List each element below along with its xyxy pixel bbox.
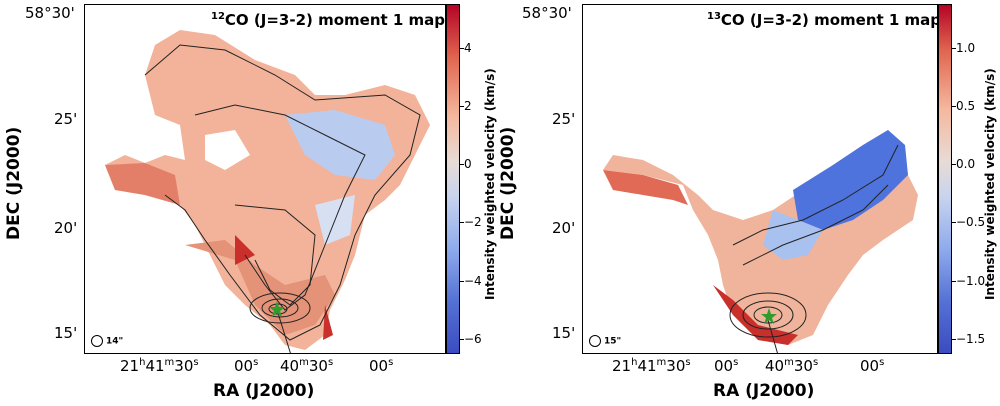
- left-moment-map: 14" 12CO (J=3-2) moment 1 map: [84, 4, 446, 354]
- left-xtick: 21h41m30s: [120, 357, 199, 375]
- right-source-star-icon: [761, 308, 777, 324]
- right-ytick: 15': [552, 324, 576, 342]
- right-cbar-tick: −1.0: [951, 274, 986, 288]
- left-cbar-tick: 4: [460, 41, 472, 55]
- left-xtick: 00s: [369, 357, 394, 375]
- left-cbar-tick: −6: [460, 332, 482, 346]
- right-map-title: 13CO (J=3-2) moment 1 map: [707, 11, 938, 29]
- right-y-axis-label: DEC (J2000): [498, 126, 518, 240]
- right-cbar-tick: 0.5: [951, 99, 976, 113]
- right-map-image: [603, 130, 918, 353]
- right-xtick: 00s: [860, 357, 885, 375]
- left-cbar-tick: −4: [460, 274, 482, 288]
- left-xtick: 00s: [234, 357, 259, 375]
- right-x-axis-label: RA (J2000): [713, 381, 815, 401]
- left-cbar-tick: −2: [460, 215, 482, 229]
- left-y-axis-label: DEC (J2000): [4, 126, 24, 240]
- left-ytick: 25': [54, 110, 78, 128]
- right-colorbar-label: Intensity weighted velocity (km/s): [983, 68, 997, 300]
- right-colorbar: [938, 4, 952, 354]
- left-ytick: 20': [54, 219, 78, 237]
- right-xtick: 21h41m30s: [612, 357, 691, 375]
- right-cbar-tick: −0.5: [951, 215, 986, 229]
- left-colorbar: [446, 4, 460, 354]
- left-ytick: 15': [54, 324, 78, 342]
- left-ytick: 58°30': [25, 4, 75, 22]
- left-beam-circle-icon: [91, 335, 103, 347]
- left-cbar-tick: 0: [460, 157, 472, 171]
- right-xtick: 40m30s: [765, 357, 819, 375]
- left-cbar-tick: 2: [460, 99, 472, 113]
- right-cbar-tick: 1.0: [951, 41, 976, 55]
- right-moment-map: 15" 13CO (J=3-2) moment 1 map: [582, 4, 938, 354]
- left-source-star-icon: [269, 301, 285, 317]
- right-colorbar-ticks: 1.0 0.5 0.0 −0.5 −1.0 −1.5: [951, 4, 996, 354]
- left-panel: 14" 12CO (J=3-2) moment 1 map 4 2 0 −2 −…: [4, 4, 497, 401]
- left-map-title: 12CO (J=3-2) moment 1 map: [211, 11, 446, 29]
- right-xtick: 00s: [714, 357, 739, 375]
- left-map-image: [105, 30, 430, 353]
- left-colorbar-ticks: 4 2 0 −2 −4 −6: [460, 4, 504, 354]
- left-xtick: 40m30s: [280, 357, 334, 375]
- right-ytick: 25': [552, 110, 576, 128]
- right-beam-circle-icon: [589, 335, 601, 347]
- right-panel: 15" 13CO (J=3-2) moment 1 map 1.0 0.5 0.…: [498, 0, 1000, 406]
- left-colorbar-label: Intensity weighted velocity (km/s): [483, 68, 497, 300]
- right-ytick: 20': [552, 219, 576, 237]
- right-cbar-tick: −1.5: [951, 332, 986, 346]
- right-cbar-tick: 0.0: [951, 157, 976, 171]
- right-beam-size: 15": [589, 335, 621, 347]
- right-ytick: 58°30': [522, 4, 572, 22]
- left-x-axis-label: RA (J2000): [213, 381, 315, 401]
- left-beam-size: 14": [91, 335, 123, 347]
